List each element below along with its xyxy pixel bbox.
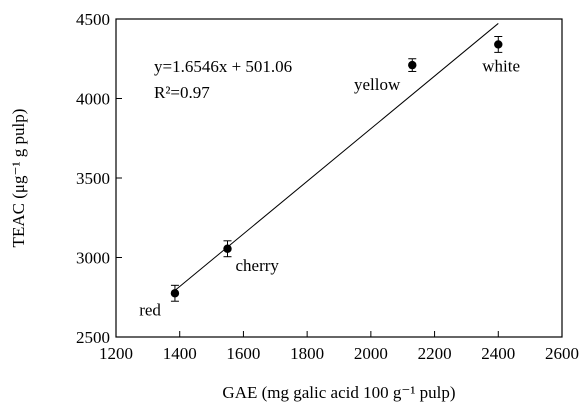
r-squared-label: R²=0.97 [154, 83, 210, 102]
x-tick-label: 1800 [290, 344, 324, 363]
regression-equation: y=1.6546x + 501.06 [154, 57, 292, 76]
x-tick-label: 2000 [354, 344, 388, 363]
point-label-cherry: cherry [236, 256, 280, 275]
data-point-red [170, 289, 180, 298]
x-axis-ticks: 1200 1400 1600 1800 2000 2200 2400 2600 [99, 331, 579, 363]
point-label-white: white [482, 56, 520, 75]
x-tick-label: 2200 [418, 344, 452, 363]
data-point-cherry [223, 244, 232, 253]
x-tick-label: 1600 [226, 344, 260, 363]
data-point-yellow [408, 60, 417, 70]
y-axis-title: TEAC (μg⁻¹ g pulp) [9, 109, 28, 248]
x-tick-label: 2400 [481, 344, 515, 363]
data-points: red cherry yellow white [139, 35, 520, 319]
x-axis-title: GAE (mg galic acid 100 g⁻¹ pulp) [222, 383, 455, 402]
y-axis-ticks: 2500 3000 3500 4000 4500 [76, 10, 122, 347]
y-tick-label: 3000 [76, 249, 110, 268]
point-label-red: red [139, 300, 161, 319]
y-tick-label: 4000 [76, 90, 110, 109]
y-tick-label: 2500 [76, 328, 110, 347]
x-tick-label: 1200 [99, 344, 133, 363]
x-tick-label: 2600 [545, 344, 579, 363]
point-label-yellow: yellow [354, 75, 401, 94]
y-tick-label: 3500 [76, 169, 110, 188]
x-tick-label: 1400 [163, 344, 197, 363]
data-point-white [494, 40, 503, 49]
y-tick-label: 4500 [76, 10, 110, 29]
